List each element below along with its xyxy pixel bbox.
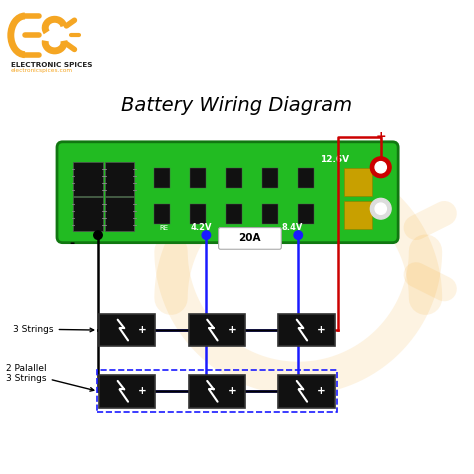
Text: +: + <box>228 386 237 396</box>
Text: +: + <box>317 386 326 396</box>
FancyBboxPatch shape <box>226 204 242 224</box>
Text: RE: RE <box>159 225 169 231</box>
FancyBboxPatch shape <box>189 375 245 408</box>
Bar <box>97 370 337 412</box>
FancyBboxPatch shape <box>154 168 170 188</box>
FancyBboxPatch shape <box>298 204 314 224</box>
FancyBboxPatch shape <box>105 197 134 231</box>
FancyBboxPatch shape <box>73 197 103 231</box>
Text: +: + <box>375 130 386 144</box>
FancyBboxPatch shape <box>219 228 281 249</box>
FancyBboxPatch shape <box>57 142 398 243</box>
Text: 12.6V: 12.6V <box>320 155 349 164</box>
Text: electronicspices.com: electronicspices.com <box>11 68 73 73</box>
Text: ELECTRONIC SPICES: ELECTRONIC SPICES <box>11 62 92 68</box>
FancyBboxPatch shape <box>154 204 170 224</box>
Circle shape <box>375 162 386 173</box>
Circle shape <box>202 231 210 239</box>
FancyBboxPatch shape <box>278 314 335 346</box>
FancyBboxPatch shape <box>345 168 372 196</box>
Circle shape <box>375 203 386 214</box>
Circle shape <box>370 157 391 178</box>
FancyBboxPatch shape <box>189 314 245 346</box>
Text: +: + <box>138 325 147 335</box>
Text: 3 Strings: 3 Strings <box>13 325 94 334</box>
Text: +: + <box>317 325 326 335</box>
Text: 2 Palallel
3 Strings: 2 Palallel 3 Strings <box>6 364 94 391</box>
FancyBboxPatch shape <box>262 204 278 224</box>
Text: 8.4V: 8.4V <box>282 223 303 232</box>
FancyBboxPatch shape <box>345 201 372 228</box>
FancyBboxPatch shape <box>100 314 155 346</box>
FancyBboxPatch shape <box>100 375 155 408</box>
FancyBboxPatch shape <box>190 204 206 224</box>
FancyBboxPatch shape <box>226 168 242 188</box>
FancyBboxPatch shape <box>278 375 335 408</box>
Text: +: + <box>138 386 147 396</box>
FancyBboxPatch shape <box>190 168 206 188</box>
Text: -: - <box>70 237 74 250</box>
Circle shape <box>94 231 102 239</box>
Circle shape <box>370 198 391 219</box>
FancyBboxPatch shape <box>262 168 278 188</box>
FancyBboxPatch shape <box>73 162 103 196</box>
Text: 20A: 20A <box>238 233 261 244</box>
FancyBboxPatch shape <box>105 162 134 196</box>
FancyBboxPatch shape <box>298 168 314 188</box>
Text: +: + <box>228 325 237 335</box>
Text: Battery Wiring Diagram: Battery Wiring Diagram <box>121 96 353 115</box>
Circle shape <box>294 231 302 239</box>
Text: 4.2V: 4.2V <box>191 223 212 232</box>
